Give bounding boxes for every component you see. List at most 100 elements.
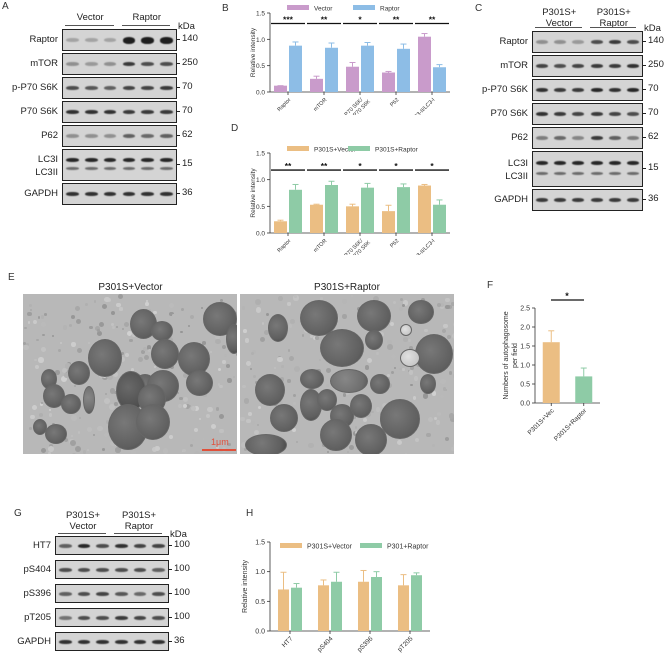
- band: [152, 567, 165, 572]
- texture-speck: [222, 359, 226, 364]
- mw-tick: [176, 63, 180, 64]
- x-tick-label: Raptor: [276, 238, 292, 254]
- band: [84, 62, 98, 66]
- band: [77, 639, 91, 644]
- band: [141, 36, 155, 44]
- texture-speck: [444, 437, 449, 442]
- row-label-gapdh: GAPDH: [494, 194, 528, 205]
- organelle: [415, 334, 453, 374]
- texture-speck: [435, 420, 441, 425]
- band: [160, 134, 173, 138]
- texture-speck: [28, 303, 33, 308]
- band: [122, 86, 136, 90]
- texture-speck: [439, 303, 444, 308]
- band: [77, 567, 91, 572]
- group-line: [121, 25, 170, 26]
- western-blot-g: P301S+ Vector P301S+ Raptor kDa HT7 100 pS404…: [0, 500, 220, 665]
- texture-speck: [26, 342, 29, 346]
- row-label-ps404: pS404: [23, 563, 51, 575]
- texture-speck: [181, 307, 185, 311]
- band: [122, 192, 136, 196]
- texture-speck: [445, 304, 450, 309]
- texture-speck: [179, 396, 183, 401]
- band: [590, 40, 603, 44]
- texture-speck: [346, 450, 349, 453]
- organelle: [186, 370, 213, 396]
- band: [141, 110, 155, 114]
- bar: [418, 185, 431, 233]
- texture-speck: [387, 339, 392, 345]
- texture-speck: [287, 349, 290, 352]
- texture-speck: [255, 299, 261, 305]
- texture-speck: [291, 427, 296, 432]
- band: [115, 615, 128, 620]
- texture-speck: [289, 318, 296, 325]
- band: [77, 543, 91, 548]
- texture-speck: [109, 388, 116, 394]
- texture-speck: [424, 329, 428, 333]
- mw-label: 70: [648, 83, 659, 94]
- scale-bar-label: 1μm: [211, 437, 229, 447]
- texture-speck: [61, 367, 67, 373]
- texture-speck: [219, 384, 224, 389]
- texture-speck: [219, 428, 224, 434]
- blot-strip: [62, 149, 177, 181]
- bar: [318, 585, 329, 631]
- band: [84, 167, 98, 171]
- band: [554, 88, 567, 92]
- bar: [289, 189, 302, 233]
- texture-speck: [255, 307, 262, 313]
- texture-speck: [226, 363, 231, 368]
- band: [554, 112, 567, 116]
- texture-speck: [293, 295, 299, 301]
- texture-speck: [304, 421, 310, 427]
- mw-tick: [642, 41, 646, 42]
- texture-speck: [23, 345, 29, 351]
- texture-speck: [48, 446, 54, 453]
- scale-bar: [202, 449, 236, 451]
- band: [66, 62, 79, 66]
- band: [141, 62, 155, 66]
- band: [96, 591, 109, 596]
- band: [66, 110, 79, 114]
- band: [122, 110, 136, 114]
- organelle: [320, 419, 352, 451]
- band: [160, 86, 173, 90]
- texture-speck: [410, 384, 413, 387]
- band: [608, 40, 621, 44]
- significance-marker: *: [358, 161, 362, 171]
- band: [96, 639, 109, 644]
- bar: [291, 587, 302, 631]
- group-line: [535, 27, 582, 28]
- texture-speck: [97, 329, 100, 332]
- band: [554, 198, 567, 202]
- texture-speck: [287, 302, 291, 306]
- y-tick-label: 0.5: [520, 382, 530, 389]
- texture-speck: [202, 341, 206, 345]
- x-tick-label: HT7: [281, 635, 295, 649]
- texture-speck: [41, 321, 47, 327]
- texture-speck: [129, 338, 133, 343]
- band: [122, 36, 136, 44]
- x-tick-label: p-P70 S6K/P70 S6K: [340, 235, 372, 255]
- texture-speck: [326, 368, 332, 374]
- organelle: [400, 324, 412, 336]
- mw-tick: [176, 111, 180, 112]
- group-label-0: P301S+ Vector: [542, 7, 577, 29]
- texture-speck: [443, 323, 448, 329]
- texture-speck: [76, 347, 83, 354]
- y-axis-label: Relative intensity: [250, 27, 257, 77]
- band: [84, 86, 98, 90]
- legend-label: P301+Raptor: [387, 544, 429, 551]
- texture-speck: [390, 370, 394, 374]
- mw-label: 100: [174, 586, 190, 598]
- texture-speck: [71, 342, 76, 347]
- band: [115, 639, 128, 644]
- band: [536, 136, 549, 140]
- band: [96, 615, 109, 620]
- texture-speck: [104, 393, 107, 396]
- texture-speck: [362, 417, 368, 423]
- texture-speck: [400, 298, 404, 302]
- band: [608, 161, 621, 166]
